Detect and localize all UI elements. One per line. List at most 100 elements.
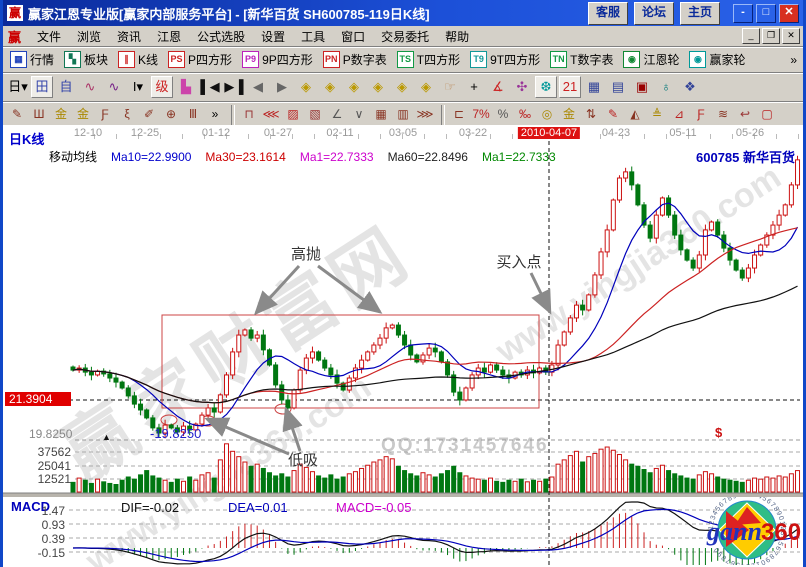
- minimize-button[interactable]: -: [733, 3, 753, 23]
- mdi-restore-button[interactable]: ❐: [762, 28, 780, 44]
- maximize-button[interactable]: □: [756, 3, 776, 23]
- pencil-icon[interactable]: ✎: [11, 106, 23, 121]
- retrace-icon[interactable]: ↩: [739, 106, 751, 121]
- kline-button[interactable]: ∥ K线: [115, 50, 161, 69]
- shaded-box-icon[interactable]: ▨: [287, 106, 299, 121]
- menu-交易委托[interactable]: 交易委托: [381, 29, 430, 44]
- zoom-diamond-6-icon[interactable]: ◈: [421, 79, 431, 94]
- period-selector-icon[interactable]: 日▾: [8, 79, 28, 94]
- box-tool-icon[interactable]: ⊓: [244, 106, 254, 121]
- winner-wheel-icon: ◉: [689, 51, 707, 68]
- p-square-button[interactable]: PS P四方形: [165, 50, 235, 69]
- toolbar-more-chevron[interactable]: »: [790, 52, 797, 67]
- zoom-diamond-2-icon[interactable]: ◈: [325, 79, 335, 94]
- box2-icon[interactable]: ▢: [761, 106, 773, 121]
- crosshair-icon[interactable]: +: [470, 79, 478, 94]
- cycle-icon[interactable]: ❆: [535, 76, 557, 98]
- fan2-icon[interactable]: ◭: [630, 106, 640, 121]
- volume-tick-label: 37562: [37, 445, 71, 459]
- forum-button[interactable]: 论坛: [633, 1, 674, 25]
- grid-tool-icon[interactable]: Ш: [33, 106, 45, 121]
- slash-icon[interactable]: ⋙: [416, 106, 434, 121]
- gann-level-icon[interactable]: 级: [151, 76, 173, 98]
- last-page-icon[interactable]: ▶▐: [224, 79, 244, 94]
- gold-bar-icon[interactable]: 金: [562, 106, 575, 121]
- mdi-minimize-button[interactable]: _: [742, 28, 760, 44]
- menu-帮助[interactable]: 帮助: [445, 29, 470, 44]
- t-table-button[interactable]: TN T数字表: [547, 50, 616, 69]
- next-icon[interactable]: ▶: [277, 79, 287, 94]
- quotes-button[interactable]: ▦ 行情: [7, 50, 57, 69]
- ruler-icon[interactable]: ⊏: [453, 106, 465, 121]
- home-button[interactable]: 主页: [679, 1, 720, 25]
- gold-grid2-icon[interactable]: 金: [76, 106, 89, 121]
- more-tools-chevron[interactable]: »: [211, 106, 219, 121]
- sectors-button[interactable]: ▚ 板块: [61, 50, 111, 69]
- info-panel-icon[interactable]: 自: [59, 79, 73, 94]
- wave2-icon[interactable]: ≋: [717, 106, 729, 121]
- ninep-square-button[interactable]: P9 9P四方形: [239, 50, 316, 69]
- menu-设置[interactable]: 设置: [261, 29, 286, 44]
- web-icon[interactable]: ♁: [661, 79, 671, 94]
- zoom-diamond-3-icon[interactable]: ◈: [349, 79, 359, 94]
- gold-angle-icon[interactable]: ≜: [651, 106, 663, 121]
- hand-tool-icon[interactable]: ☞: [444, 79, 456, 94]
- gold-grid-icon[interactable]: 金: [54, 106, 67, 121]
- updown-icon[interactable]: ⇅: [585, 106, 597, 121]
- flower-icon[interactable]: ✣: [516, 79, 528, 94]
- close-button[interactable]: ✕: [779, 3, 799, 23]
- ma-legend-item: Ma1=22.7333: [481, 150, 556, 164]
- menu-资讯[interactable]: 资讯: [117, 29, 142, 44]
- wave3-icon[interactable]: ∿: [84, 79, 96, 94]
- menu-江恩[interactable]: 江恩: [157, 29, 182, 44]
- permille-icon[interactable]: ‰: [519, 106, 531, 121]
- bow-tool-icon[interactable]: ξ: [124, 106, 130, 121]
- winner-wheel-button[interactable]: ◉ 赢家轮: [686, 50, 748, 69]
- calendar-21-icon[interactable]: 21: [559, 76, 581, 98]
- menu-窗口[interactable]: 窗口: [341, 29, 366, 44]
- pencil3-icon[interactable]: ✎: [607, 106, 619, 121]
- mesh2-icon[interactable]: ▥: [397, 106, 409, 121]
- gold-circle-icon[interactable]: ◎: [541, 106, 553, 121]
- mdi-close-button[interactable]: ✕: [782, 28, 800, 44]
- trendline-icon[interactable]: ∡: [492, 79, 504, 94]
- dense-grid-icon[interactable]: Ⅲ: [188, 106, 198, 121]
- zoom-diamond-4-icon[interactable]: ◈: [373, 79, 383, 94]
- pencil2-icon[interactable]: ✐: [143, 106, 155, 121]
- ninet-square-button[interactable]: T9 9T四方形: [467, 50, 543, 69]
- delta-icon[interactable]: ⊿: [673, 106, 685, 121]
- layout-icon[interactable]: 田: [31, 76, 53, 98]
- percent2-icon[interactable]: %: [497, 106, 509, 121]
- menu-工具[interactable]: 工具: [301, 29, 326, 44]
- customer-service-button[interactable]: 客服: [587, 1, 628, 25]
- f2-icon[interactable]: Ƒ: [697, 106, 705, 121]
- circle-cross-icon[interactable]: ⊕: [165, 106, 177, 121]
- chart-area[interactable]: 赢家财富网 www.yingjia360.com www.yingjia360.…: [3, 125, 803, 567]
- save-icon[interactable]: ▣: [635, 79, 649, 94]
- t-square-button[interactable]: TS T四方形: [394, 50, 463, 69]
- f-tool-icon[interactable]: Ƒ: [101, 106, 109, 121]
- wave9-icon[interactable]: ∿: [108, 79, 120, 94]
- candle-style-icon[interactable]: I▾: [132, 79, 144, 94]
- zoom-diamond-1-icon[interactable]: ◈: [301, 79, 311, 94]
- menu-公式选股[interactable]: 公式选股: [197, 29, 246, 44]
- percent-icon[interactable]: 7%: [472, 106, 490, 121]
- remote-icon[interactable]: ❖: [684, 79, 696, 94]
- ma-legend-item: 移动均线: [49, 150, 98, 164]
- zoom-diamond-5-icon[interactable]: ◈: [397, 79, 407, 94]
- angle-tool-icon[interactable]: ∠: [331, 106, 343, 121]
- calculator-icon[interactable]: ▦: [587, 79, 601, 94]
- p-table-button[interactable]: PN P数字表: [320, 50, 390, 69]
- shaded-box2-icon[interactable]: ▧: [309, 106, 321, 121]
- menu-文件[interactable]: 文件: [37, 29, 62, 44]
- fan-lines-icon[interactable]: ⋘: [262, 106, 280, 121]
- color-histogram-icon[interactable]: ▙: [181, 79, 191, 94]
- first-page-icon[interactable]: ▌◀: [200, 79, 220, 94]
- mesh-icon[interactable]: ▦: [375, 106, 387, 121]
- menu-浏览[interactable]: 浏览: [77, 29, 102, 44]
- notebook-icon[interactable]: ▤: [611, 79, 625, 94]
- prev-icon[interactable]: ◀: [253, 79, 263, 94]
- gann-wheel-button[interactable]: ◉ 江恩轮: [620, 50, 682, 69]
- wave-check-icon[interactable]: ∨: [354, 106, 364, 121]
